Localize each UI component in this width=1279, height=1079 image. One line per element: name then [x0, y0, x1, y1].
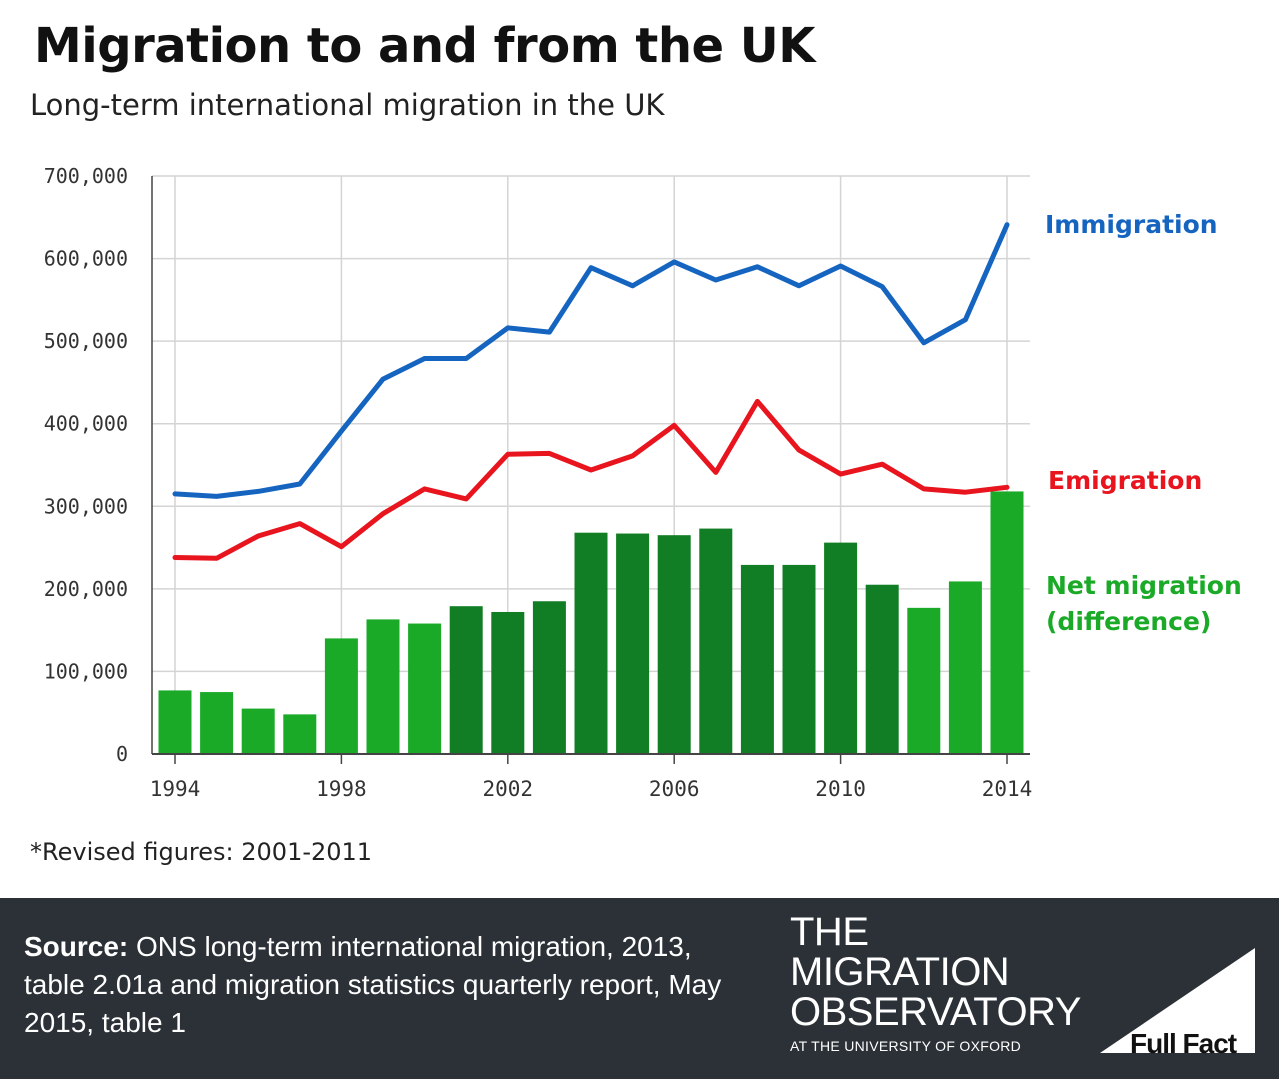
net-migration-bar: [449, 606, 483, 754]
logo-line-migration: MIGRATION: [790, 950, 1010, 994]
x-tick-label: 2014: [982, 777, 1033, 801]
net-migration-bar: [990, 491, 1024, 754]
source-text: Source: ONS long-term international migr…: [24, 928, 744, 1042]
net-migration-bar: [948, 581, 982, 754]
y-tick-label: 200,000: [44, 577, 128, 601]
net-migration-bar: [283, 714, 317, 754]
x-axis-labels: 1994 1998 2002 2006 2010 2014: [150, 777, 1033, 801]
source-label: Source:: [24, 931, 129, 962]
full-fact-logo: Full Fact: [1130, 1028, 1237, 1059]
series-lines: [172, 222, 1010, 561]
axes: [151, 176, 1030, 764]
net-migration-bar: [324, 638, 358, 754]
emigration-label: Emigration: [1048, 466, 1202, 495]
migration-observatory-logo: THE MIGRATION OBSERVATORY AT THE UNIVERS…: [790, 912, 1090, 1054]
net-migration-label-difference: (difference): [1046, 607, 1211, 636]
y-axis-labels: 0 100,000 200,000 300,000 400,000 500,000 600,…: [44, 164, 128, 766]
x-tick-label: 2006: [649, 777, 700, 801]
net-migration-bar: [865, 584, 899, 754]
grid-lines: [152, 175, 1030, 754]
net-migration-bar: [616, 533, 650, 754]
chart-subtitle: Long-term international migration in the…: [30, 88, 665, 122]
x-tick-label: 1998: [316, 777, 367, 801]
y-tick-label: 300,000: [44, 494, 128, 518]
chart-title: Migration to and from the UK: [34, 18, 815, 74]
migration-chart: 0 100,000 200,000 300,000 400,000 500,000 600,…: [44, 164, 1242, 801]
y-tick-label: 600,000: [44, 247, 128, 271]
revised-figures-note: *Revised figures: 2001-2011: [30, 838, 373, 866]
net-migration-bars: [158, 491, 1024, 754]
x-tick-label: 1994: [150, 777, 201, 801]
net-migration-bar: [532, 601, 566, 754]
net-migration-bar: [907, 607, 941, 754]
emigration-line: [172, 398, 1010, 561]
net-migration-bar: [491, 611, 525, 754]
footer: Source: ONS long-term international migr…: [0, 898, 1279, 1079]
net-migration-bar: [200, 692, 234, 754]
net-migration-bar: [699, 528, 733, 754]
y-tick-label: 500,000: [44, 329, 128, 353]
y-tick-label: 100,000: [44, 659, 128, 683]
net-migration-bar: [824, 542, 858, 754]
y-tick-label: 0: [116, 742, 128, 766]
x-tick-label: 2002: [483, 777, 534, 801]
logo-line-observatory: OBSERVATORY: [790, 990, 1081, 1034]
net-migration-bar: [408, 623, 442, 754]
series-labels: Immigration Emigration Net migration (di…: [1045, 210, 1242, 636]
net-migration-bar: [657, 535, 691, 754]
y-tick-label: 400,000: [44, 412, 128, 436]
net-migration-bar: [574, 532, 608, 754]
x-tick-label: 2010: [815, 777, 866, 801]
y-tick-label: 700,000: [44, 164, 128, 188]
net-migration-bar: [782, 564, 816, 754]
net-migration-bar: [366, 619, 400, 754]
full-fact-triangle-icon: [1100, 948, 1255, 1053]
net-migration-bar: [158, 690, 192, 754]
immigration-label: Immigration: [1045, 210, 1218, 239]
source-body: ONS long-term international migration, 2…: [24, 931, 722, 1038]
immigration-line: [172, 222, 1010, 499]
net-migration-bar: [740, 564, 774, 754]
logo-line-the: THE: [790, 910, 869, 954]
logo-university: AT THE UNIVERSITY OF OXFORD: [790, 1038, 1022, 1054]
net-migration-bar: [241, 708, 275, 754]
net-migration-label: Net migration: [1046, 571, 1242, 600]
